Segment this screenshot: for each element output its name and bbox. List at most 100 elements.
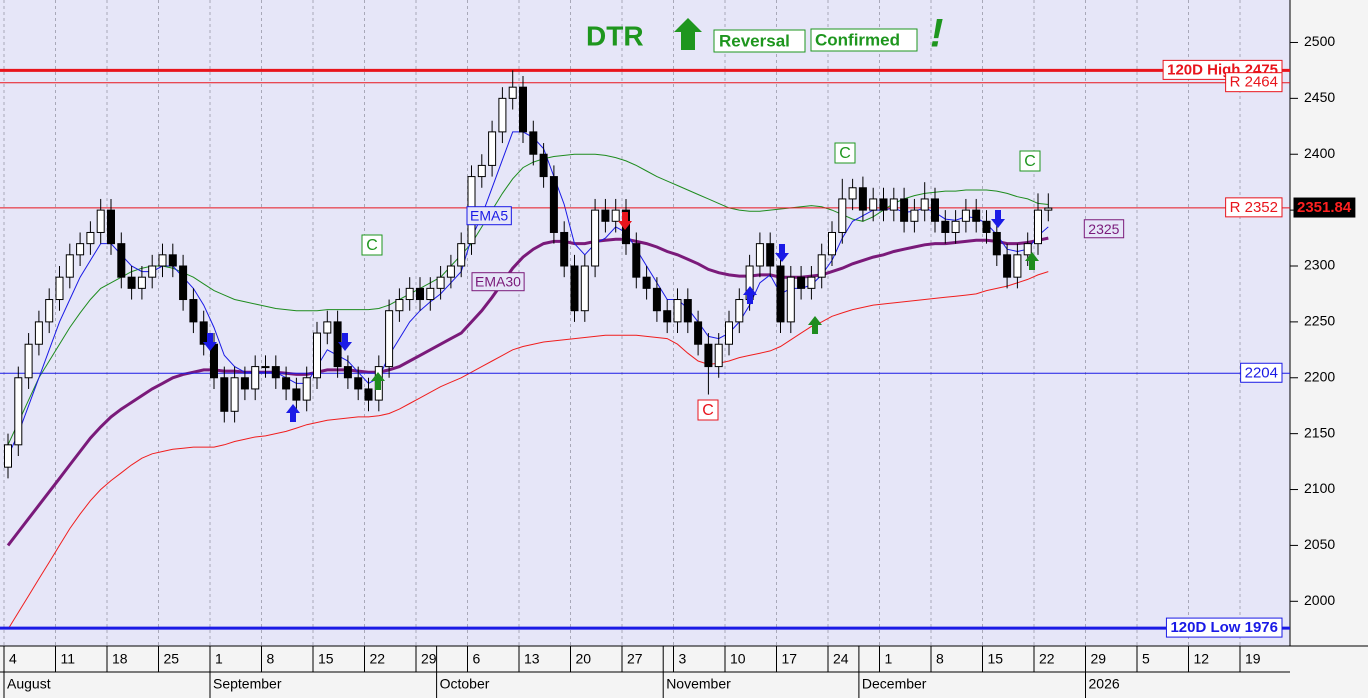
candle-body (879, 198, 888, 211)
candle-body (601, 209, 610, 222)
candle-body (580, 265, 589, 312)
y-tick-label: 2500 (1304, 33, 1335, 49)
candle-body (1044, 207, 1053, 211)
candle-body (251, 366, 260, 390)
candle-body (848, 187, 857, 200)
candle-body (920, 198, 929, 211)
label-box (471, 272, 525, 292)
label-box (1225, 72, 1283, 93)
x-tick-label: 25 (164, 651, 180, 667)
candle-body (416, 287, 424, 301)
candle-body (941, 220, 950, 233)
candle-body (313, 332, 321, 379)
x-tick-label: 17 (782, 651, 798, 667)
y-tick-label: 2150 (1304, 424, 1335, 440)
indicator-line (6, 236, 1049, 547)
label-box (1240, 362, 1283, 383)
candle-body (127, 276, 136, 289)
candle-body (673, 299, 682, 323)
candle-body (910, 209, 919, 222)
candle-body (704, 343, 713, 368)
candle-body (652, 287, 661, 312)
x-tick-label: 15 (318, 651, 334, 667)
candle-body (96, 209, 105, 233)
candle-body (240, 377, 249, 390)
candle-body (189, 299, 198, 323)
candle-body (117, 243, 126, 278)
x-tick-label: 12 (1194, 651, 1210, 667)
y-tick-label: 2200 (1304, 368, 1335, 384)
annotations: DTR Reversal Confirmed ! C C C C EMA30 23… (203, 12, 1356, 422)
candle-body (982, 220, 991, 233)
y-tick-label: 2250 (1304, 313, 1335, 329)
level-label: 2204 (1245, 364, 1278, 381)
candle-body (549, 176, 558, 233)
month-label: October (440, 676, 490, 692)
candle-body (611, 209, 620, 222)
candle-body (797, 276, 806, 289)
plot-area (0, 0, 1290, 646)
y-tick-label: 2050 (1304, 536, 1335, 552)
x-tick-label: 22 (370, 651, 386, 667)
candle-body (663, 310, 672, 323)
candle-body (972, 209, 981, 222)
label-box (1165, 617, 1283, 638)
candle-body (560, 231, 569, 267)
x-tick-label: 6 (473, 651, 481, 667)
y-tick-label: 2300 (1304, 257, 1335, 273)
month-label: December (862, 676, 927, 692)
y-tick-label: 2000 (1304, 592, 1335, 608)
x-tick-label: 1 (885, 651, 893, 667)
signal-box (1019, 150, 1041, 172)
candle-body (34, 321, 43, 345)
x-tick-label: 13 (524, 651, 540, 667)
candle-body (776, 265, 785, 323)
signal-label: C (839, 145, 851, 162)
candle-body (735, 299, 744, 323)
candle-body (55, 276, 64, 301)
candle-body (343, 366, 352, 379)
candle-body (107, 209, 115, 245)
x-tick-label: 29 (1091, 651, 1107, 667)
x-tick-label: 10 (730, 651, 746, 667)
label-box (466, 206, 512, 226)
candle-body (1013, 254, 1022, 278)
y-tick-label: 2450 (1304, 89, 1335, 105)
x-tick-label: 1 (215, 651, 223, 667)
level-label: R 2464 (1230, 74, 1278, 91)
candle-body (1003, 254, 1012, 278)
label-box (1293, 197, 1356, 218)
x-tick-label: 5 (1142, 651, 1150, 667)
candle-body (426, 287, 435, 301)
line-end-label: 2325 (1088, 221, 1119, 237)
candle-body (158, 254, 167, 267)
candle-body (683, 299, 692, 323)
signal-box (361, 234, 383, 256)
candle-body (230, 377, 239, 412)
candle-body (869, 198, 878, 211)
candle-body (199, 321, 208, 345)
candle-body (24, 343, 33, 379)
title-box (810, 28, 918, 52)
label-box (1083, 219, 1125, 239)
line-name: EMA30 (475, 274, 521, 290)
title-word: Reversal (719, 31, 790, 50)
x-tick-label: 4 (9, 651, 17, 667)
month-label: November (666, 676, 731, 692)
candle-body (591, 209, 600, 267)
candle-body (86, 231, 95, 245)
candle-body (488, 131, 497, 166)
candle-body (65, 254, 74, 278)
candle-body (457, 243, 466, 267)
x-tick-label: 29 (421, 651, 437, 667)
candle-body (570, 265, 579, 312)
candle-body (271, 366, 280, 379)
candle-body (385, 310, 394, 368)
candle-body (137, 276, 146, 289)
x-tick-label: 20 (576, 651, 592, 667)
candle-body (446, 265, 455, 278)
title-symbol: DTR (586, 20, 644, 51)
title-arrow (674, 18, 702, 50)
level-label: R 2352 (1230, 199, 1278, 216)
